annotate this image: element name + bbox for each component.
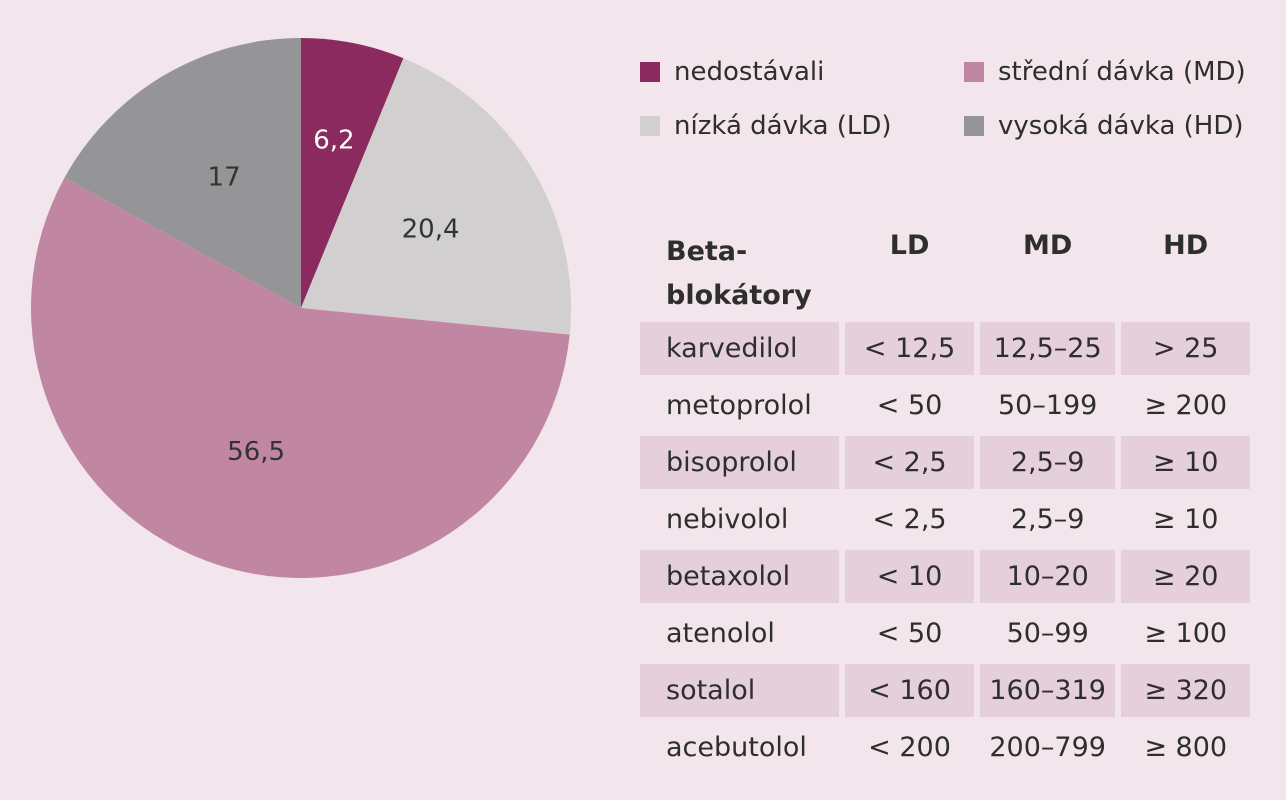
cell-hd: ≥ 320 xyxy=(1121,664,1250,717)
legend: nedostávali střední dávka (MD) nízká dáv… xyxy=(640,52,1280,162)
cell-drug: metoprolol xyxy=(666,390,812,421)
table-row: sotalol < 160 160–319 ≥ 320 xyxy=(640,664,1250,717)
pie-slice-4 xyxy=(64,38,301,308)
table-header-row: Beta- blokátory LD MD HD xyxy=(640,230,1250,318)
cell-md: 50–199 xyxy=(997,390,1098,421)
cell-ld: < 12,5 xyxy=(845,322,974,375)
cell-hd: ≥ 10 xyxy=(1121,436,1250,489)
cell-hd: ≥ 10 xyxy=(1152,504,1219,535)
cell-ld: < 160 xyxy=(845,664,974,717)
legend-swatch xyxy=(640,62,660,82)
cell-ld: < 50 xyxy=(876,390,943,421)
header-drug-line2: blokátory xyxy=(666,280,812,311)
pie-data-label-1: 6,2 xyxy=(313,126,354,156)
dose-table: Beta- blokátory LD MD HD karvedilol < 12… xyxy=(634,226,1256,778)
cell-hd: ≥ 200 xyxy=(1144,390,1228,421)
legend-item: střední dávka (MD) xyxy=(964,52,1246,92)
legend-label: nedostávali xyxy=(674,57,825,87)
cell-drug: sotalol xyxy=(640,664,840,717)
cell-hd: > 25 xyxy=(1121,322,1250,375)
table-row: bisoprolol < 2,5 2,5–9 ≥ 10 xyxy=(640,436,1250,489)
legend-swatch xyxy=(964,116,984,136)
header-hd: HD xyxy=(1163,230,1209,261)
cell-md: 200–799 xyxy=(989,732,1106,763)
cell-ld: < 10 xyxy=(845,550,974,603)
cell-md: 10–20 xyxy=(979,550,1116,603)
table-row: atenolol < 50 50–99 ≥ 100 xyxy=(640,607,1250,660)
cell-md: 50–99 xyxy=(1006,618,1089,649)
cell-hd: ≥ 100 xyxy=(1144,618,1228,649)
cell-md: 2,5–9 xyxy=(1010,504,1085,535)
cell-md: 160–319 xyxy=(979,664,1116,717)
cell-hd: ≥ 20 xyxy=(1121,550,1250,603)
legend-label: střední dávka (MD) xyxy=(998,57,1246,87)
cell-ld: < 200 xyxy=(868,732,951,763)
cell-hd: ≥ 800 xyxy=(1144,732,1228,763)
header-drug-line1: Beta- xyxy=(666,236,748,267)
cell-drug: acebutolol xyxy=(666,732,807,763)
cell-drug: nebivolol xyxy=(666,504,789,535)
pie-data-label-3: 56,5 xyxy=(227,437,285,467)
pie-slice-1 xyxy=(301,38,404,308)
legend-item: vysoká dávka (HD) xyxy=(964,106,1244,146)
pie-chart: 6,2 20,4 56,5 17 xyxy=(31,38,571,578)
legend-swatch xyxy=(964,62,984,82)
cell-ld: < 2,5 xyxy=(872,504,947,535)
header-ld: LD xyxy=(889,230,930,261)
pie-slice-2 xyxy=(301,58,571,335)
cell-md: 12,5–25 xyxy=(979,322,1116,375)
legend-item: nízká dávka (LD) xyxy=(640,106,892,146)
table-row: acebutolol < 200 200–799 ≥ 800 xyxy=(640,721,1250,774)
legend-item: nedostávali xyxy=(640,52,824,92)
legend-label: nízká dávka (LD) xyxy=(674,111,892,141)
table-row: karvedilol < 12,5 12,5–25 > 25 xyxy=(640,322,1250,375)
pie-slice-3 xyxy=(31,177,570,578)
cell-drug: betaxolol xyxy=(640,550,840,603)
cell-drug: karvedilol xyxy=(640,322,840,375)
cell-drug: bisoprolol xyxy=(640,436,840,489)
pie-data-label-4: 17 xyxy=(208,162,241,192)
cell-ld: < 2,5 xyxy=(845,436,974,489)
legend-swatch xyxy=(640,116,660,136)
cell-md: 2,5–9 xyxy=(979,436,1116,489)
table-row: betaxolol < 10 10–20 ≥ 20 xyxy=(640,550,1250,603)
cell-ld: < 50 xyxy=(876,618,943,649)
pie-data-label-2: 20,4 xyxy=(402,215,460,245)
header-md: MD xyxy=(1023,230,1073,261)
table-row: nebivolol < 2,5 2,5–9 ≥ 10 xyxy=(640,493,1250,546)
header-drug: Beta- blokátory xyxy=(640,230,839,318)
legend-label: vysoká dávka (HD) xyxy=(998,111,1244,141)
cell-drug: atenolol xyxy=(666,618,775,649)
table-row: metoprolol < 50 50–199 ≥ 200 xyxy=(640,379,1250,432)
